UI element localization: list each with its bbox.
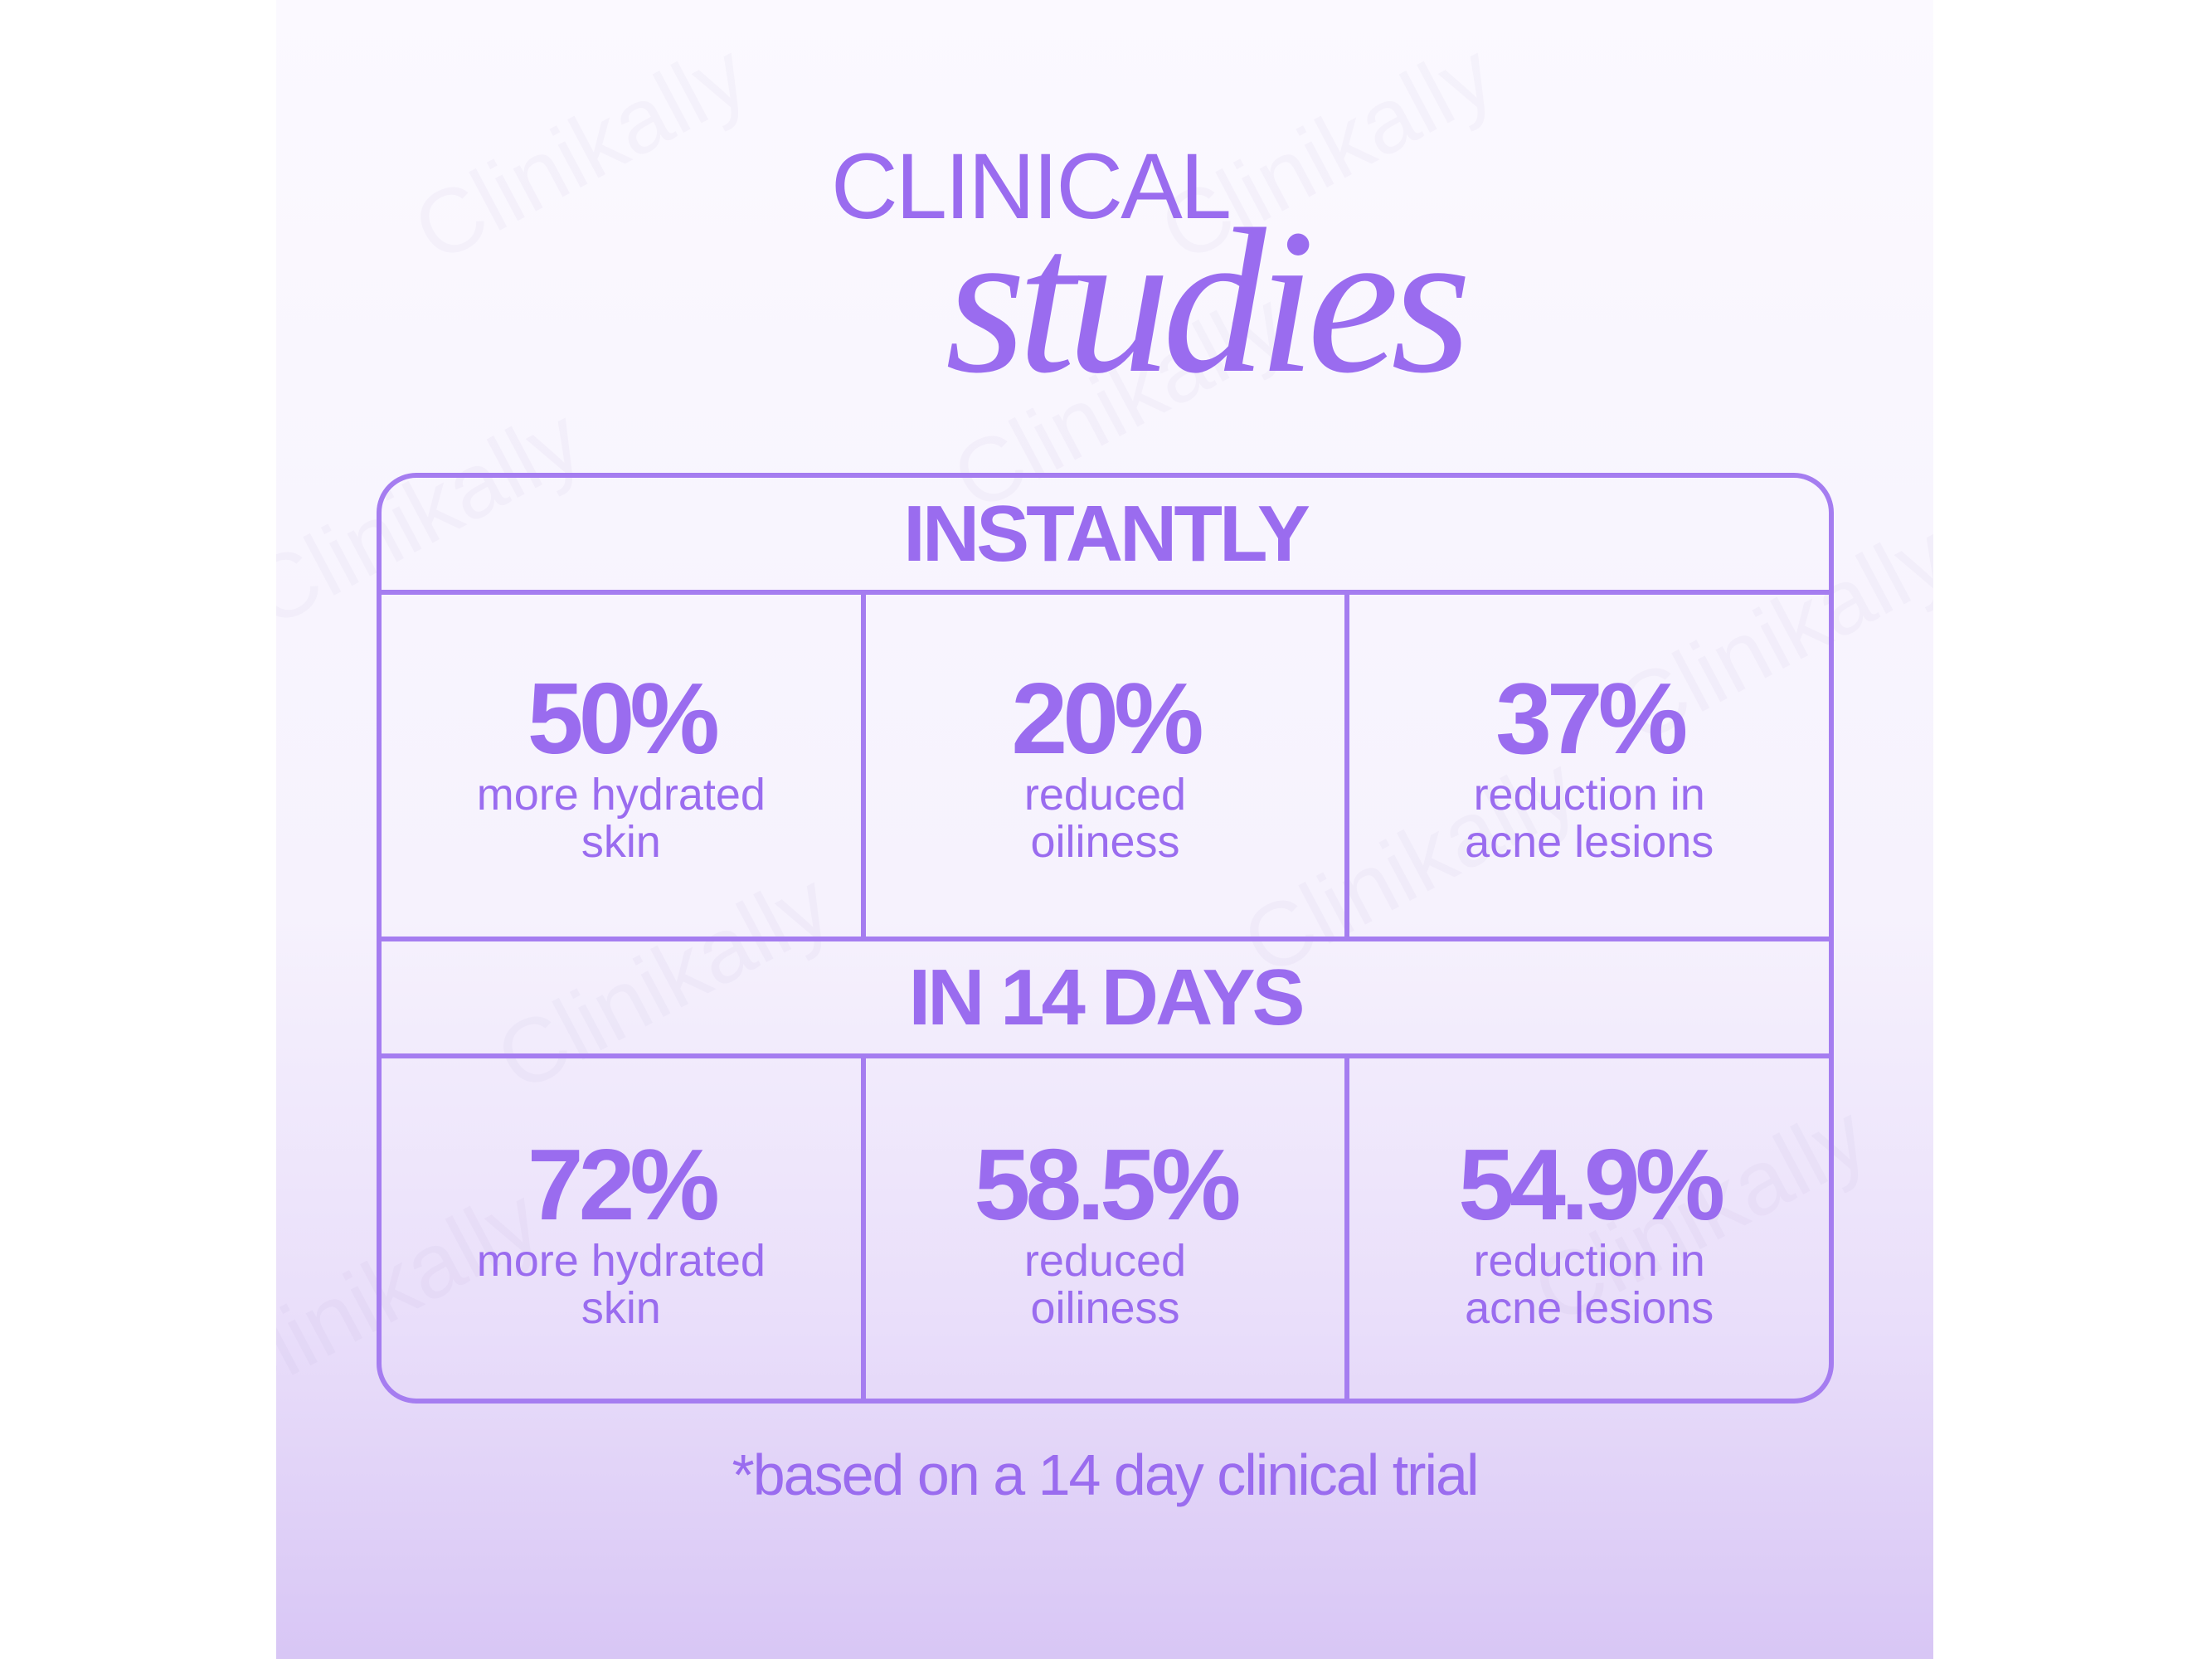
stat-cell: 20% reduced oiliness — [866, 595, 1350, 937]
section-heading: INSTANTLY — [382, 478, 1829, 595]
stat-cell: 54.9% reduction in acne lesions — [1349, 1058, 1829, 1399]
stat-value: 54.9% — [1458, 1128, 1725, 1242]
stat-value: 58.5% — [974, 1128, 1242, 1242]
stat-cell: 37% reduction in acne lesions — [1349, 595, 1829, 937]
stat-value: 37% — [1495, 662, 1688, 776]
stat-label: reduction in acne lesions — [1465, 770, 1714, 868]
stats-row: 72% more hydrated skin 58.5% reduced oiline… — [382, 1058, 1829, 1399]
stat-cell: 72% more hydrated skin — [382, 1058, 866, 1399]
stat-label: more hydrated skin — [476, 770, 766, 868]
footnote: *based on a 14 day clinical trial — [732, 1443, 1479, 1507]
stats-table: INSTANTLY 50% more hydrated skin 20% reduced… — [377, 473, 1834, 1404]
stat-label: reduction in acne lesions — [1465, 1236, 1714, 1334]
stat-value: 72% — [527, 1128, 720, 1242]
section-heading: IN 14 DAYS — [382, 941, 1829, 1058]
stat-value: 20% — [1011, 662, 1203, 776]
stat-label: reduced oiliness — [1023, 770, 1187, 868]
stat-cell: 58.5% reduced oiliness — [866, 1058, 1350, 1399]
subtitle: studies — [945, 187, 1471, 416]
stat-value: 50% — [527, 662, 720, 776]
title: CLINICAL — [830, 134, 1232, 238]
stat-cell: 50% more hydrated skin — [382, 595, 866, 937]
stat-label: more hydrated skin — [476, 1236, 766, 1334]
stat-label: reduced oiliness — [1023, 1236, 1187, 1334]
stats-row: 50% more hydrated skin 20% reduced oiliness… — [382, 595, 1829, 941]
panel: Clinikally Clinikally Clinikally Clinikally… — [276, 0, 1933, 1659]
